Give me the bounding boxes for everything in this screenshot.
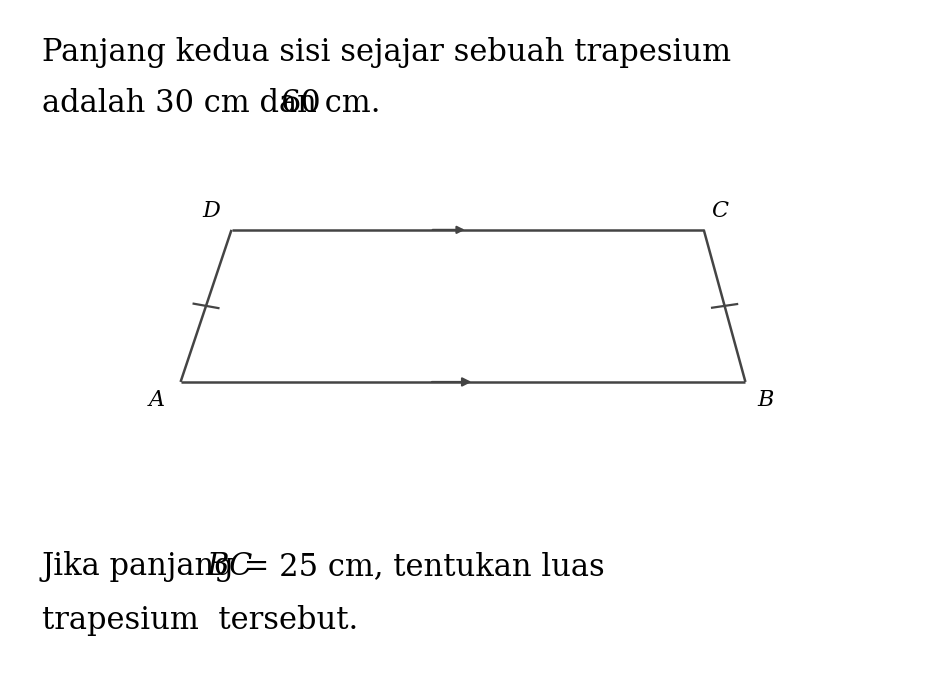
Text: Panjang kedua sisi sejajar sebuah trapesium: Panjang kedua sisi sejajar sebuah trapes…	[42, 37, 731, 68]
Text: adalah 30 cm dan: adalah 30 cm dan	[42, 88, 326, 119]
Text: B: B	[757, 389, 774, 411]
Text: C: C	[711, 199, 728, 222]
Text: D: D	[203, 199, 220, 222]
Text: cm.: cm.	[315, 88, 381, 119]
Text: A: A	[149, 389, 165, 411]
Text: Jika panjang: Jika panjang	[42, 551, 244, 582]
Text: trapesium  tersebut.: trapesium tersebut.	[42, 605, 358, 636]
Text: 60: 60	[281, 88, 321, 119]
Text: BC: BC	[206, 551, 253, 582]
Text: = 25 cm, tentukan luas: = 25 cm, tentukan luas	[234, 551, 605, 582]
